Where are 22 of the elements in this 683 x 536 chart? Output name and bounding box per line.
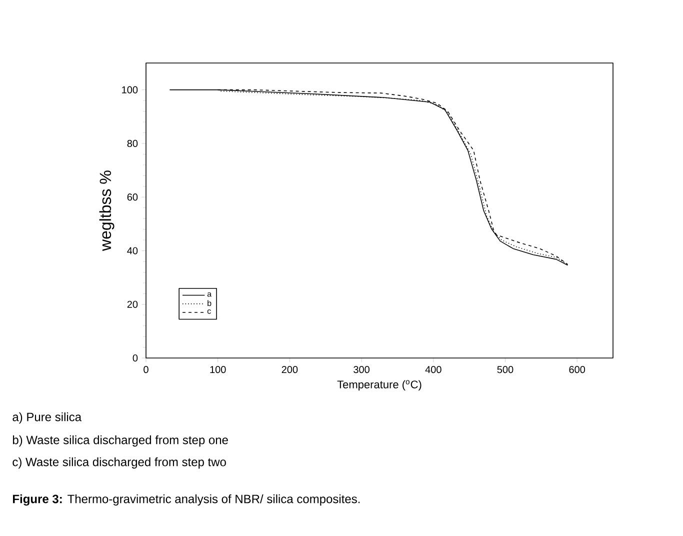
text: a) Pure silica	[12, 412, 82, 424]
x-tick-label: 100	[210, 366, 226, 374]
legend-label: c	[207, 309, 211, 314]
y-tick-label: 0	[132, 354, 138, 362]
text: c) Waste silica discharged from step two	[12, 457, 226, 469]
y-tick-label: 80	[127, 140, 138, 147]
y-tick-label: 40	[127, 247, 138, 254]
x-tick-label: 400	[425, 366, 442, 374]
x-tick-label: 200	[282, 366, 298, 374]
x-tick-label: 300	[354, 366, 370, 374]
text: Figure 3: Thermo-gravimetric analysis of NBR/ silica composites.	[13, 494, 360, 506]
legend-label: a	[207, 292, 212, 297]
y-axis-title: wegltbss %	[99, 170, 114, 251]
y-tick-label: 60	[127, 194, 138, 201]
legend-label: b	[208, 300, 212, 306]
y-tick-label: 20	[127, 300, 138, 308]
x-axis-title: Temperature ($^{o}$C)	[337, 380, 422, 391]
y-tick-label: 100	[122, 86, 138, 94]
x-tick-label: 0	[144, 366, 148, 374]
text: b) Waste silica discharged from step one	[12, 435, 228, 447]
x-tick-label: 500	[497, 366, 514, 374]
x-tick-label: 600	[569, 366, 586, 374]
